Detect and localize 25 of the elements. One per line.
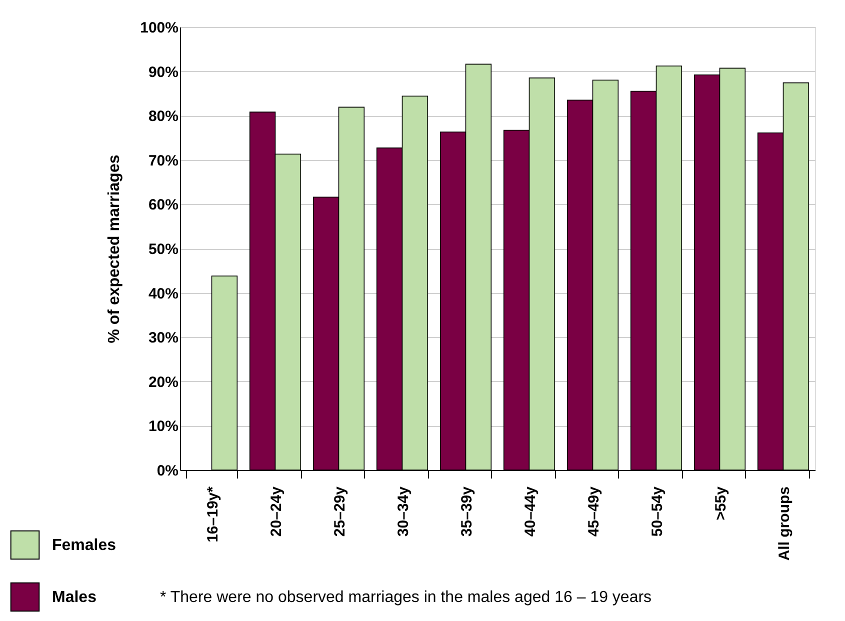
y-tick-label: 90% (148, 64, 178, 81)
x-tick-label: All groups (776, 486, 793, 561)
y-axis-title: % of expected marriages (106, 154, 124, 344)
y-tick-label: 100% (140, 20, 178, 36)
text: * There were no observed marriages in the males aged 16 – 19 years (160, 589, 652, 606)
x-tick-label: 50–54y (648, 486, 666, 537)
y-tick-label: 30% (148, 330, 178, 347)
legend-label: Females (52, 537, 116, 554)
x-tick-label: 40–44y (522, 486, 539, 537)
x-tick-label: 35–39y (458, 486, 476, 537)
y-tick-label: 0% (156, 462, 178, 480)
x-tick-label: 20–24y (268, 486, 285, 537)
y-tick-label: 70% (148, 152, 178, 170)
y-tick-label: 60% (148, 196, 178, 214)
legend-label: Males (52, 589, 97, 606)
x-tick-label: >55y (712, 486, 730, 520)
y-tick-label: 10% (148, 418, 178, 436)
x-tick-label: 25–29y (331, 486, 348, 537)
y-tick-label: 40% (148, 285, 178, 302)
x-tick-label: 45–49y (585, 486, 602, 537)
x-tick-label: 16–19y* (204, 486, 222, 542)
y-tick-label: 50% (148, 241, 178, 258)
y-tick-label: 20% (148, 374, 178, 391)
x-tick-label: 30–34y (394, 486, 412, 537)
y-tick-label: 80% (148, 108, 178, 126)
